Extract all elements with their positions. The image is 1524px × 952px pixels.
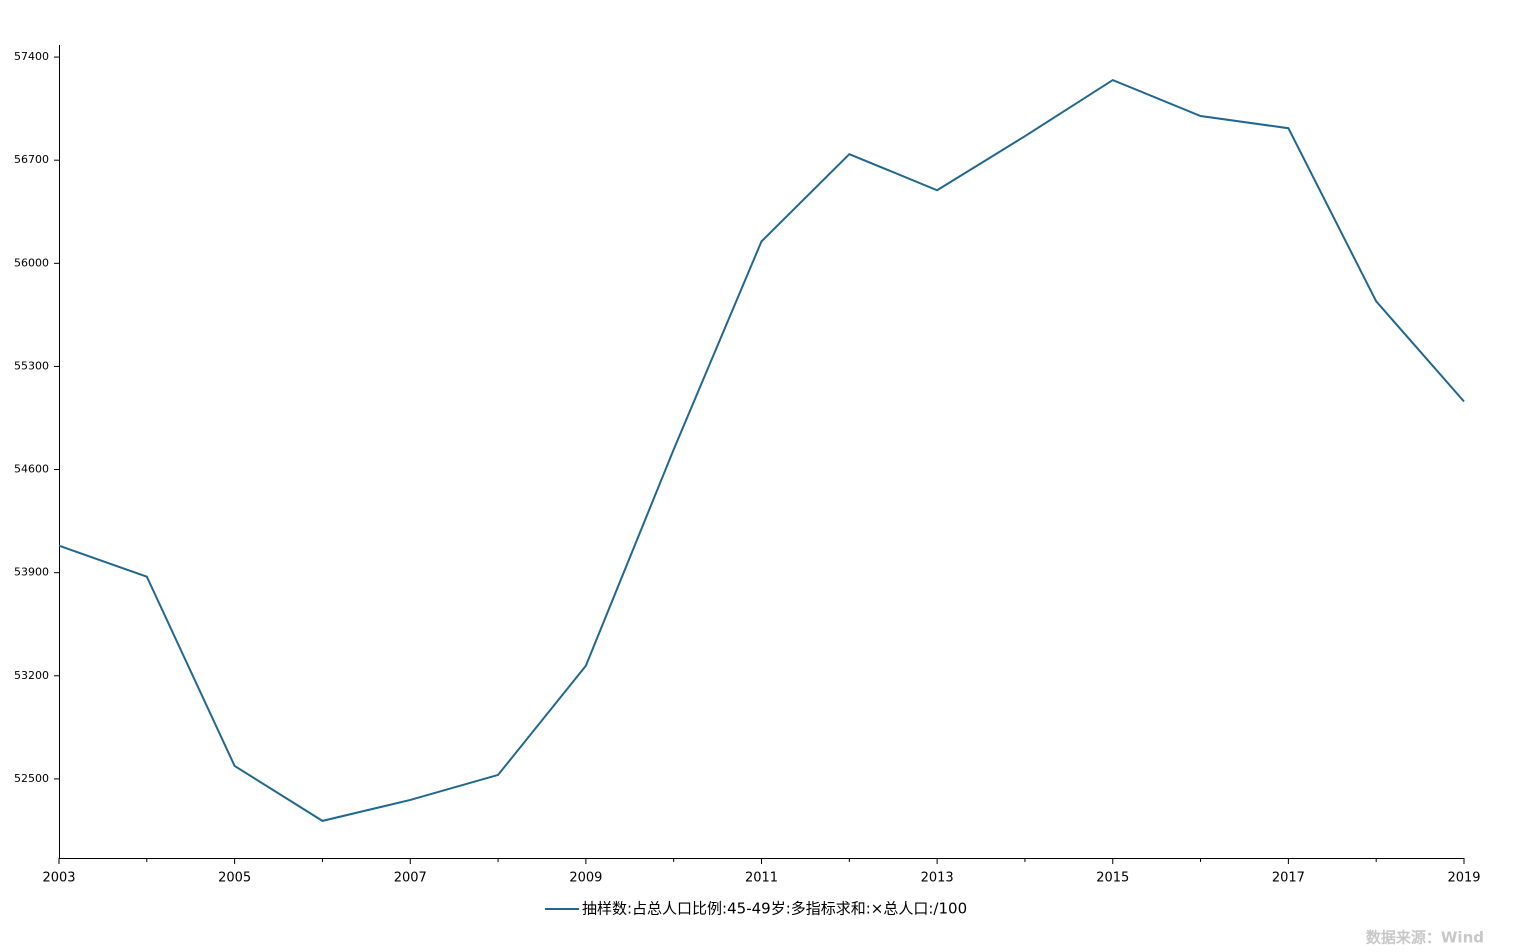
- x-tick-label: 2013: [921, 871, 954, 886]
- y-tick-label: 53900: [14, 566, 49, 579]
- source-note: 数据来源：Wind: [1366, 929, 1484, 947]
- legend-label: 抽样数:占总人口比例:45-49岁:多指标求和:×总人口:/100: [582, 900, 967, 918]
- x-tick-label: 2007: [394, 871, 427, 886]
- x-tick-label: 2005: [218, 871, 251, 886]
- y-tick-label: 56000: [14, 256, 49, 269]
- y-tick-label: 57400: [14, 50, 49, 63]
- x-tick-label: 2015: [1096, 871, 1129, 886]
- y-tick-label: 54600: [14, 463, 49, 476]
- x-tick-label: 2011: [745, 871, 778, 886]
- x-tick-label: 2003: [42, 871, 75, 886]
- y-tick-label: 55300: [14, 359, 49, 372]
- series-line: [58, 78, 1465, 822]
- x-tick-label: 2017: [1272, 871, 1305, 886]
- y-tick-label: 53200: [14, 669, 49, 682]
- x-tick-label: 2019: [1447, 871, 1480, 886]
- y-tick-label: 52500: [14, 772, 49, 785]
- x-tick-label: 2009: [569, 871, 602, 886]
- y-tick-label: 56700: [14, 153, 49, 166]
